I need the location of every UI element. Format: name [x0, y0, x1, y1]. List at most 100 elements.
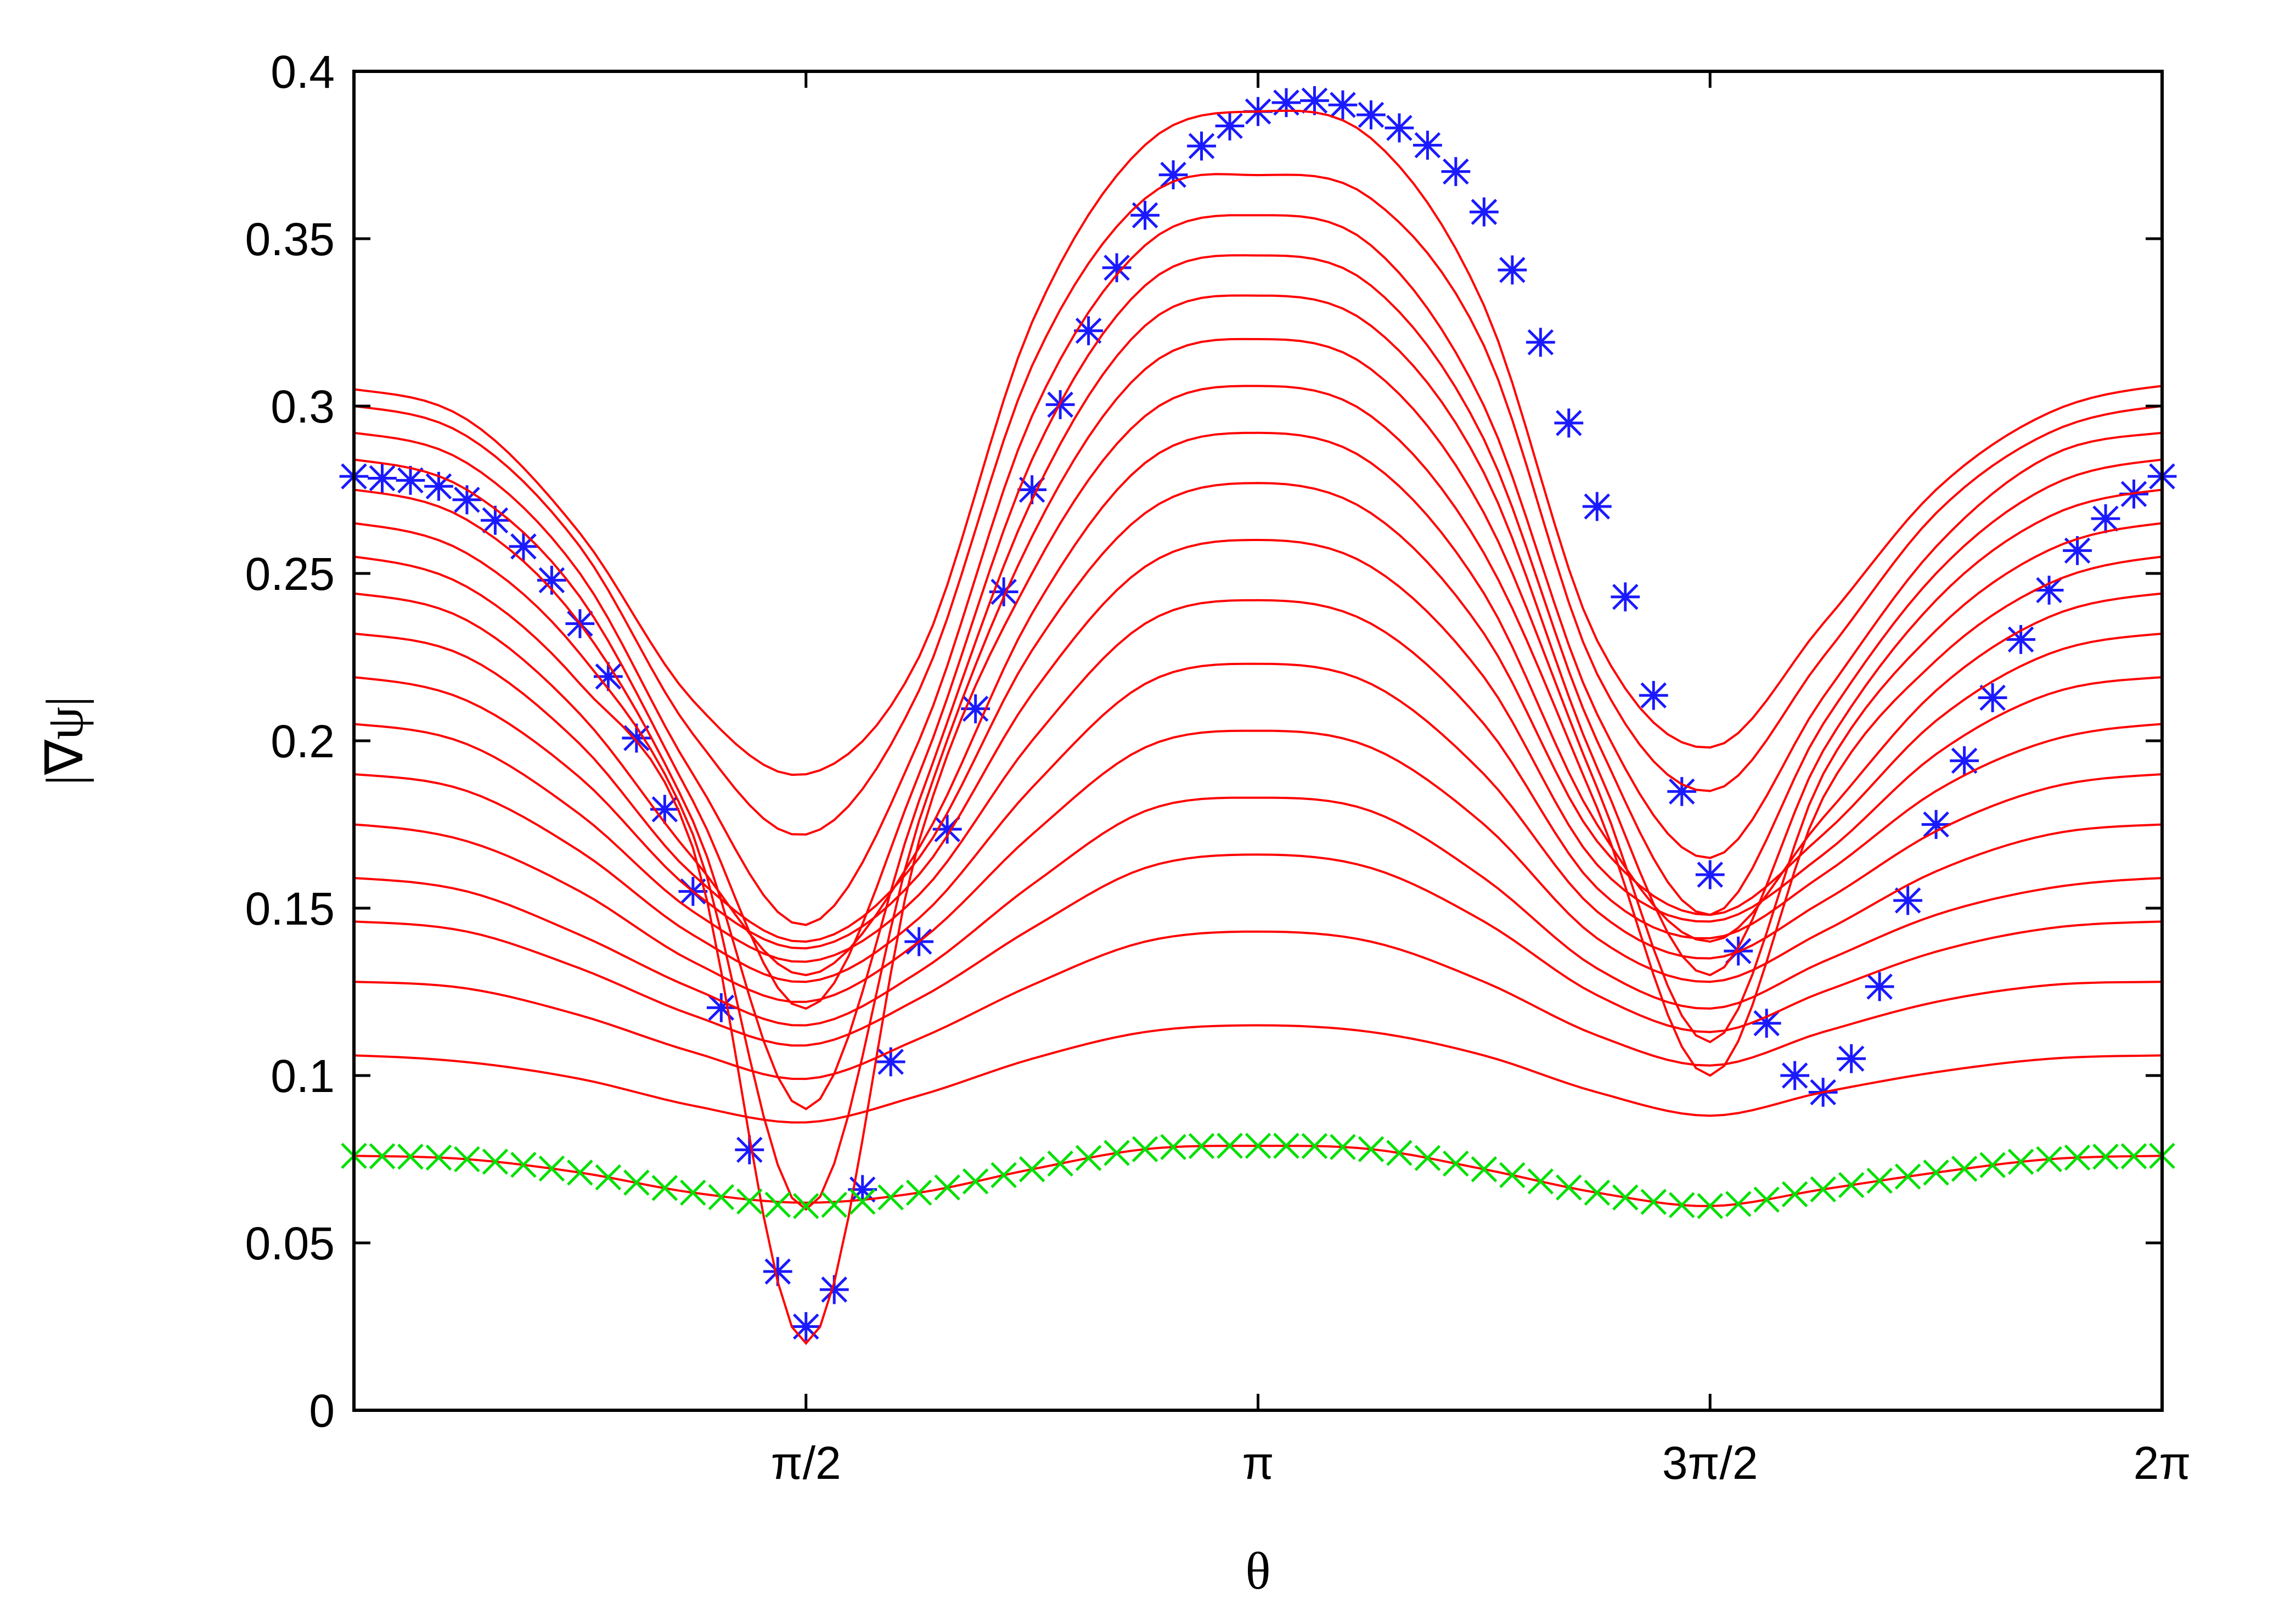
series-line [353, 431, 2163, 977]
data-point [1328, 90, 1358, 120]
series-4 [353, 254, 2163, 1010]
data-point [1443, 1150, 1469, 1177]
data-point [1300, 86, 1329, 115]
series-18 [353, 1145, 2163, 1207]
data-point [509, 532, 538, 561]
data-point [706, 993, 736, 1022]
data-point [567, 1159, 593, 1186]
y-tick-label: 0.4 [271, 46, 335, 98]
data-point [1526, 328, 1555, 357]
series-line [353, 930, 2163, 1080]
data-point [932, 814, 962, 844]
data-point [2063, 536, 2092, 565]
data-point [1780, 1061, 1810, 1090]
data-point [680, 1179, 706, 1206]
x-tick-label: π [1242, 1437, 1274, 1489]
series-9 [353, 482, 2163, 943]
data-point [1554, 408, 1584, 438]
data-point [736, 1188, 763, 1215]
data-point [1781, 1181, 1808, 1208]
series-line [353, 173, 2163, 836]
series-15 [353, 853, 2163, 1047]
data-point [1499, 1162, 1526, 1189]
series-6 [353, 337, 2163, 1211]
series-2 [353, 173, 2163, 836]
data-point [482, 1149, 509, 1175]
data-point [1132, 1136, 1158, 1162]
data-point [1018, 1156, 1045, 1183]
data-point [1414, 1145, 1441, 1171]
data-point [791, 1312, 821, 1341]
series-line [353, 662, 2163, 983]
series-line [353, 214, 2163, 926]
data-point [1584, 1179, 1611, 1206]
series-line [353, 796, 2163, 1027]
series-11 [353, 599, 2163, 963]
data-point [763, 1257, 792, 1286]
data-point [1753, 1186, 1780, 1213]
data-point [1358, 1136, 1385, 1162]
data-point [1894, 1163, 1921, 1190]
series-17 [353, 1024, 2163, 1124]
data-point [989, 577, 1018, 606]
data-point [1074, 316, 1103, 346]
data-point [593, 662, 623, 691]
x-tick-label: 3π/2 [1662, 1437, 1758, 1489]
data-point [1441, 157, 1471, 187]
data-point [651, 1175, 678, 1201]
series-7 [353, 385, 2163, 1346]
tick-layer: 0 0.05 0.1 0.15 0.2 0.25 0.3 0.35 0.4 π/2 π 3π/2 2π [245, 46, 2191, 1489]
series-line [353, 294, 2163, 1111]
data-point [368, 464, 397, 493]
data-point [452, 485, 482, 515]
series-16 [353, 930, 2163, 1080]
y-tick-label: 0.3 [271, 381, 335, 432]
series-line [353, 853, 2163, 1047]
data-point [1582, 492, 1612, 521]
data-point [1669, 1192, 1695, 1218]
series-0 [339, 86, 2177, 1341]
y-tick-label: 0.15 [245, 883, 335, 935]
data-point [1273, 1133, 1299, 1159]
data-point [1188, 1133, 1215, 1159]
series-line [353, 599, 2163, 963]
series-12 [353, 662, 2163, 983]
data-point [1386, 1140, 1413, 1166]
data-point [424, 471, 453, 501]
data-point [876, 1047, 905, 1077]
data-point [425, 1144, 452, 1171]
data-point [934, 1174, 960, 1201]
data-point [538, 1155, 565, 1182]
data-point [905, 1179, 932, 1206]
series-8 [353, 431, 2163, 977]
y-tick-label: 0.2 [271, 716, 335, 767]
x-axis-title: θ [1246, 1541, 1271, 1600]
data-point [877, 1184, 904, 1211]
data-point [821, 1191, 847, 1218]
data-point [1527, 1168, 1554, 1195]
series-line [353, 1145, 2163, 1207]
data-point [1866, 1168, 1893, 1194]
plot-frame [352, 70, 2164, 1412]
series-10 [353, 538, 2163, 950]
y-axis-title: |∇ψ| [35, 696, 94, 786]
series-line [353, 482, 2163, 943]
data-point [792, 1193, 819, 1219]
series-19 [341, 1133, 2175, 1219]
data-point [1697, 1193, 1724, 1219]
data-point [1217, 1133, 1243, 1159]
data-point [1951, 1156, 1978, 1182]
y-tick-label: 0 [309, 1385, 335, 1437]
data-point [1695, 860, 1725, 890]
data-point [1357, 100, 1386, 130]
series-line [353, 538, 2163, 950]
x-tick-label: π/2 [771, 1437, 841, 1489]
data-point [708, 1184, 735, 1211]
data-point [622, 723, 651, 753]
series-14 [353, 796, 2163, 1027]
data-point [510, 1152, 537, 1178]
data-point [2064, 1144, 2091, 1171]
data-point [1725, 1191, 1752, 1217]
data-point [1158, 160, 1188, 189]
